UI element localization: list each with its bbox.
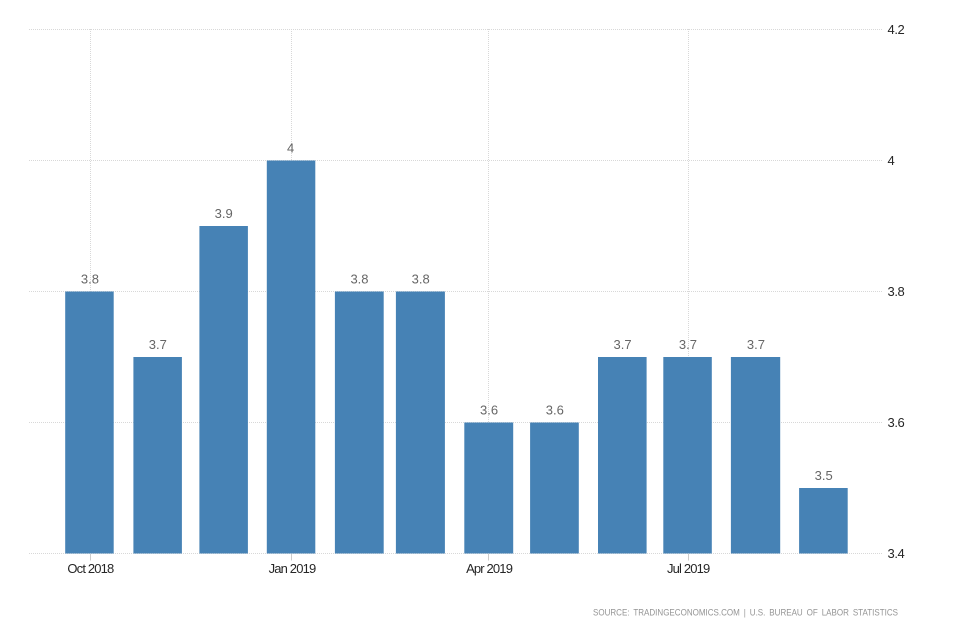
svg-text:Jan 2019: Jan 2019 xyxy=(269,561,316,576)
svg-text:3.7: 3.7 xyxy=(149,337,167,352)
svg-text:3.5: 3.5 xyxy=(815,468,833,483)
svg-text:3.8: 3.8 xyxy=(81,272,99,287)
svg-text:3.7: 3.7 xyxy=(679,337,697,352)
svg-text:SOURCE: TRADINGECONOMICS.COM |: SOURCE: TRADINGECONOMICS.COM | U.S. BURE… xyxy=(593,608,898,619)
svg-text:3.6: 3.6 xyxy=(888,415,905,430)
svg-text:3.7: 3.7 xyxy=(614,337,632,352)
svg-text:3.9: 3.9 xyxy=(215,206,233,221)
svg-text:3.7: 3.7 xyxy=(747,337,765,352)
svg-text:3.8: 3.8 xyxy=(350,272,368,287)
svg-text:Oct 2018: Oct 2018 xyxy=(67,561,114,576)
svg-text:4.2: 4.2 xyxy=(888,22,905,37)
svg-text:3.6: 3.6 xyxy=(480,403,498,418)
svg-text:3.4: 3.4 xyxy=(888,546,905,561)
svg-text:3.6: 3.6 xyxy=(546,403,564,418)
svg-text:Apr 2019: Apr 2019 xyxy=(466,561,513,576)
svg-text:4: 4 xyxy=(888,153,895,168)
svg-text:Jul 2019: Jul 2019 xyxy=(667,561,710,576)
svg-text:3.8: 3.8 xyxy=(888,284,905,299)
svg-text:4: 4 xyxy=(287,141,294,156)
svg-text:3.8: 3.8 xyxy=(412,272,430,287)
